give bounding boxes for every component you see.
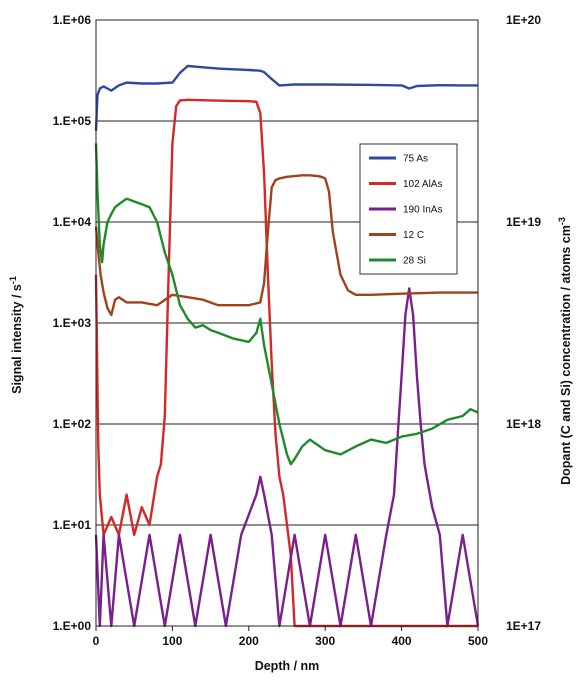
y-left-axis-ticks: 1.E+00 1.E+01 1.E+02 1.E+03 1.E+04 1.E+05 1.E+… (53, 13, 92, 633)
y-right-tick-label: 1E+20 (506, 13, 541, 27)
gridlines (96, 19, 478, 627)
series-line-75-as (94, 64, 478, 131)
y-left-axis-title-main: Signal intensity / s (10, 284, 24, 394)
y-right-axis-ticks: 1E+17 1E+18 1E+19 1E+20 (506, 13, 541, 633)
y-left-axis-title: Signal intensity / s-1 (8, 276, 24, 394)
y-right-tick-label: 1E+19 (506, 215, 541, 229)
plot-area-frame (95, 19, 479, 627)
y-left-tick-label: 1.E+00 (53, 619, 92, 633)
y-right-axis-title: Dopant (C and Si) concentration / atoms … (557, 217, 573, 485)
legend: 75 As 102 AlAs 190 InAs 12 C 28 Si (359, 143, 458, 275)
y-left-tick-label: 1.E+01 (53, 518, 92, 532)
y-left-tick-label: 1.E+02 (53, 417, 92, 431)
y-right-axis-title-sup: -3 (557, 217, 567, 225)
y-left-tick-label: 1.E+05 (53, 114, 92, 128)
legend-label-28-si: 28 Si (403, 256, 426, 267)
series-line-28-si (94, 143, 479, 466)
series-line-12-c (94, 174, 478, 317)
x-axis-ticks: 0 100 200 300 400 500 (93, 626, 488, 648)
legend-label-102-alas: 102 AlAs (403, 179, 442, 190)
y-right-tick-label: 1E+17 (506, 619, 541, 633)
legend-label-190-inas: 190 InAs (403, 205, 442, 216)
y-right-tick-label: 1E+18 (506, 417, 541, 431)
legend-items: 75 As 102 AlAs 190 InAs 12 C 28 Si (369, 154, 442, 267)
x-tick-label: 0 (93, 634, 100, 648)
y-left-axis-title-sup: -1 (8, 276, 18, 284)
legend-label-12-c: 12 C (403, 230, 424, 241)
x-tick-label: 400 (392, 634, 412, 648)
y-left-tick-label: 1.E+06 (53, 13, 92, 27)
x-tick-label: 100 (162, 634, 182, 648)
y-left-tick-label: 1.E+04 (53, 215, 92, 229)
x-axis-title: Depth / nm (255, 659, 320, 673)
y-right-axis-title-main: Dopant (C and Si) concentration / atoms … (559, 225, 573, 485)
legend-label-75-as: 75 As (403, 154, 428, 165)
x-tick-label: 200 (239, 634, 259, 648)
x-tick-label: 300 (315, 634, 335, 648)
y-left-tick-label: 1.E+03 (53, 316, 92, 330)
x-tick-label: 500 (468, 634, 488, 648)
